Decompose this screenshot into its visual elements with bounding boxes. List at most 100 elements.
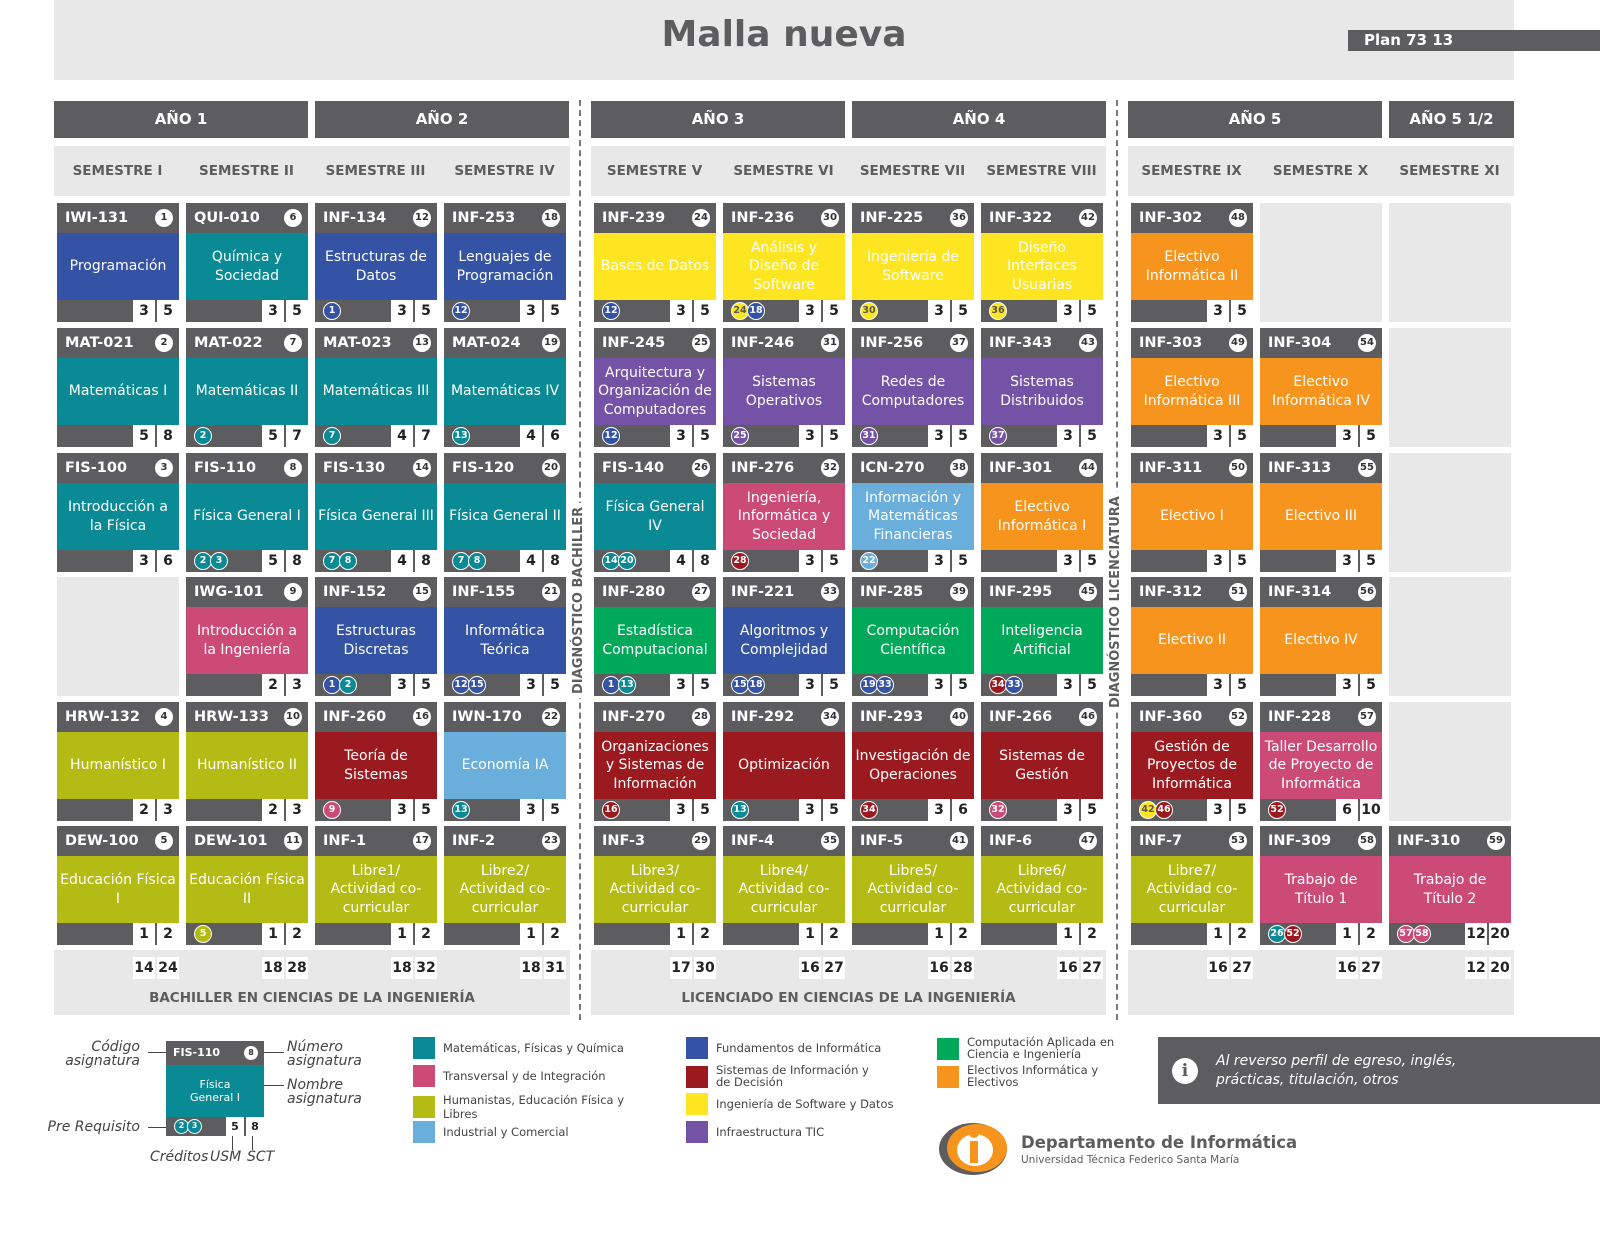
prerequisite-badge[interactable]: 16 bbox=[602, 801, 620, 819]
course-cell[interactable]: INF-236 30 Análisis y Diseño de Software 24… bbox=[723, 203, 845, 322]
prerequisite-badge[interactable]: 2 bbox=[194, 427, 212, 445]
prerequisite-badge[interactable]: 33 bbox=[1005, 676, 1023, 694]
course-cell[interactable]: INF-152 15 Estructuras Discretas 1 2 3 5 bbox=[315, 577, 437, 696]
prerequisite-badge[interactable]: 1 bbox=[323, 676, 341, 694]
prerequisite-badge[interactable]: 2 bbox=[339, 676, 357, 694]
prerequisite-badge[interactable]: 12 bbox=[602, 427, 620, 445]
prerequisite-badge[interactable]: 25 bbox=[731, 427, 749, 445]
course-cell[interactable]: QUI-010 6 Química y Sociedad 3 5 bbox=[186, 203, 308, 322]
prerequisite-badge[interactable]: 34 bbox=[860, 801, 878, 819]
course-cell[interactable]: INF-2 23 Libre2/ Actividad co-curricular 1 2 bbox=[444, 826, 566, 945]
course-cell[interactable]: INF-245 25 Arquitectura y Organización de … bbox=[594, 328, 716, 447]
prerequisite-badge[interactable]: 1 bbox=[602, 676, 620, 694]
course-cell[interactable]: INF-266 46 Sistemas de Gestión 32 3 5 bbox=[981, 702, 1103, 821]
course-cell[interactable]: INF-155 21 Informática Teórica 12 15 3 5 bbox=[444, 577, 566, 696]
course-cell[interactable]: IWN-170 22 Economía IA 13 3 5 bbox=[444, 702, 566, 821]
prerequisite-badge[interactable]: 52 bbox=[1268, 801, 1286, 819]
prerequisite-badge[interactable]: 13 bbox=[618, 676, 636, 694]
course-cell[interactable]: INF-322 42 Diseño Interfaces Usuarias 36 3 5 bbox=[981, 203, 1103, 322]
course-cell[interactable]: INF-313 55 Electivo III 3 5 bbox=[1260, 453, 1382, 572]
prerequisite-badge[interactable]: 8 bbox=[339, 552, 357, 570]
course-cell[interactable]: IWG-101 9 Introducción a la Ingeniería 2 3 bbox=[186, 577, 308, 696]
prerequisite-badge[interactable]: 2 bbox=[194, 552, 212, 570]
prerequisite-badge[interactable]: 12 bbox=[602, 302, 620, 320]
course-cell[interactable]: HRW-133 10 Humanístico II 2 3 bbox=[186, 702, 308, 821]
course-cell[interactable]: MAT-023 13 Matemáticas III 7 4 7 bbox=[315, 328, 437, 447]
prerequisite-badge[interactable]: 5 bbox=[194, 925, 212, 943]
course-cell[interactable]: INF-293 40 Investigación de Operaciones 34 3… bbox=[852, 702, 974, 821]
course-cell[interactable]: INF-343 43 Sistemas Distribuidos 37 3 5 bbox=[981, 328, 1103, 447]
course-cell[interactable]: INF-1 17 Libre1/ Actividad co-curricular 1 2 bbox=[315, 826, 437, 945]
course-cell[interactable]: INF-276 32 Ingeniería, Informática y Socie… bbox=[723, 453, 845, 572]
course-cell[interactable]: INF-314 56 Electivo IV 3 5 bbox=[1260, 577, 1382, 696]
prerequisite-badge[interactable]: 31 bbox=[860, 427, 878, 445]
course-cell[interactable]: INF-360 52 Gestión de Proyectos de Informá… bbox=[1131, 702, 1253, 821]
course-cell[interactable]: FIS-120 20 Física General II 7 8 4 8 bbox=[444, 453, 566, 572]
prerequisite-badge[interactable]: 18 bbox=[747, 676, 765, 694]
prerequisite-badge[interactable]: 52 bbox=[1284, 925, 1302, 943]
course-cell[interactable]: INF-4 35 Libre4/ Actividad co-curricular 1 2 bbox=[723, 826, 845, 945]
course-cell[interactable]: INF-295 45 Inteligencia Artificial 34 33 3 5 bbox=[981, 577, 1103, 696]
course-cell[interactable]: INF-270 28 Organizaciones y Sistemas de In… bbox=[594, 702, 716, 821]
prerequisite-badge[interactable]: 7 bbox=[323, 427, 341, 445]
course-cell[interactable]: INF-285 39 Computación Científica 19 33 3 5 bbox=[852, 577, 974, 696]
course-cell[interactable]: INF-239 24 Bases de Datos 12 3 5 bbox=[594, 203, 716, 322]
prerequisite-badge[interactable]: 36 bbox=[989, 302, 1007, 320]
prerequisite-badge[interactable]: 33 bbox=[876, 676, 894, 694]
course-cell[interactable]: INF-225 36 Ingeniería de Software 30 3 5 bbox=[852, 203, 974, 322]
course-cell[interactable]: INF-6 47 Libre6/ Actividad co-curricular 1 2 bbox=[981, 826, 1103, 945]
prerequisite-badge[interactable]: 58 bbox=[1413, 925, 1431, 943]
course-cell[interactable]: INF-221 33 Algoritmos y Complejidad 15 18 3 5 bbox=[723, 577, 845, 696]
prerequisite-badge[interactable]: 28 bbox=[731, 552, 749, 570]
course-cell[interactable]: FIS-100 3 Introducción a la Física 3 6 bbox=[57, 453, 179, 572]
course-cell[interactable]: INF-312 51 Electivo II 3 5 bbox=[1131, 577, 1253, 696]
course-cell[interactable]: INF-302 48 Electivo Informática II 3 5 bbox=[1131, 203, 1253, 322]
prerequisite-badge[interactable]: 32 bbox=[989, 801, 1007, 819]
prerequisite-badge[interactable]: 42 bbox=[1139, 801, 1157, 819]
prerequisite-badge[interactable]: 22 bbox=[860, 552, 878, 570]
course-cell[interactable]: ICN-270 38 Información y Matemáticas Finan… bbox=[852, 453, 974, 572]
course-cell[interactable]: INF-304 54 Electivo Informática IV 3 5 bbox=[1260, 328, 1382, 447]
course-cell[interactable]: INF-310 59 Trabajo de Título 2 57 58 12 20 bbox=[1389, 826, 1511, 945]
course-cell[interactable]: DEW-101 11 Educación Física II 5 1 2 bbox=[186, 826, 308, 945]
prerequisite-badge[interactable]: 13 bbox=[452, 427, 470, 445]
prerequisite-badge[interactable]: 46 bbox=[1155, 801, 1173, 819]
course-cell[interactable]: INF-134 12 Estructuras de Datos 1 3 5 bbox=[315, 203, 437, 322]
course-cell[interactable]: INF-280 27 Estadística Computacional 1 13 3 5 bbox=[594, 577, 716, 696]
course-cell[interactable]: INF-228 57 Taller Desarrollo de Proyecto d… bbox=[1260, 702, 1382, 821]
course-cell[interactable]: MAT-024 19 Matemáticas IV 13 4 6 bbox=[444, 328, 566, 447]
course-cell[interactable]: FIS-130 14 Física General III 7 8 4 8 bbox=[315, 453, 437, 572]
prerequisite-badge[interactable]: 1 bbox=[323, 302, 341, 320]
prerequisite-badge[interactable]: 13 bbox=[731, 801, 749, 819]
course-cell[interactable]: IWI-131 1 Programación 3 5 bbox=[57, 203, 179, 322]
course-cell[interactable]: INF-253 18 Lenguajes de Programación 12 3 5 bbox=[444, 203, 566, 322]
course-cell[interactable]: INF-256 37 Redes de Computadores 31 3 5 bbox=[852, 328, 974, 447]
prerequisite-badge[interactable]: 3 bbox=[210, 552, 228, 570]
prerequisite-badge[interactable]: 30 bbox=[860, 302, 878, 320]
course-cell[interactable]: INF-7 53 Libre7/ Actividad co-curricular 1 2 bbox=[1131, 826, 1253, 945]
prerequisite-badge[interactable]: 15 bbox=[468, 676, 486, 694]
course-cell[interactable]: INF-3 29 Libre3/ Actividad co-curricular 1 2 bbox=[594, 826, 716, 945]
prerequisite-badge[interactable]: 37 bbox=[989, 427, 1007, 445]
course-cell[interactable]: INF-246 31 Sistemas Operativos 25 3 5 bbox=[723, 328, 845, 447]
course-cell[interactable]: INF-260 16 Teoría de Sistemas 9 3 5 bbox=[315, 702, 437, 821]
course-cell[interactable]: INF-5 41 Libre5/ Actividad co-curricular 1 2 bbox=[852, 826, 974, 945]
prerequisite-badge[interactable]: 13 bbox=[452, 801, 470, 819]
prerequisite-badge[interactable]: 9 bbox=[323, 801, 341, 819]
course-cell[interactable]: INF-292 34 Optimización 13 3 5 bbox=[723, 702, 845, 821]
prerequisite-badge[interactable]: 19 bbox=[860, 676, 878, 694]
course-cell[interactable]: MAT-022 7 Matemáticas II 2 5 7 bbox=[186, 328, 308, 447]
prerequisite-badge[interactable]: 8 bbox=[468, 552, 486, 570]
prerequisite-badge[interactable]: 20 bbox=[618, 552, 636, 570]
prerequisite-badge[interactable]: 12 bbox=[452, 302, 470, 320]
course-cell[interactable]: INF-309 58 Trabajo de Título 1 26 52 1 2 bbox=[1260, 826, 1382, 945]
course-cell[interactable]: FIS-140 26 Física General IV 14 20 4 8 bbox=[594, 453, 716, 572]
course-cell[interactable]: INF-303 49 Electivo Informática III 3 5 bbox=[1131, 328, 1253, 447]
prerequisite-badge[interactable]: 18 bbox=[747, 302, 765, 320]
